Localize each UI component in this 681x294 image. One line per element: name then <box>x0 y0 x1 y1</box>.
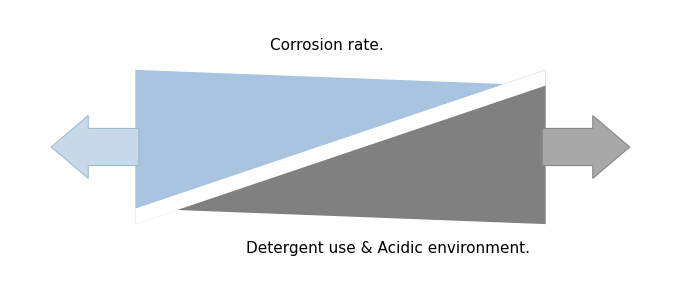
Polygon shape <box>136 70 545 224</box>
Polygon shape <box>542 116 630 178</box>
Text: Corrosion rate.: Corrosion rate. <box>270 38 384 53</box>
Polygon shape <box>136 70 545 224</box>
Text: Detergent use & Acidic environment.: Detergent use & Acidic environment. <box>246 241 530 256</box>
Polygon shape <box>51 116 139 178</box>
Polygon shape <box>136 70 545 224</box>
